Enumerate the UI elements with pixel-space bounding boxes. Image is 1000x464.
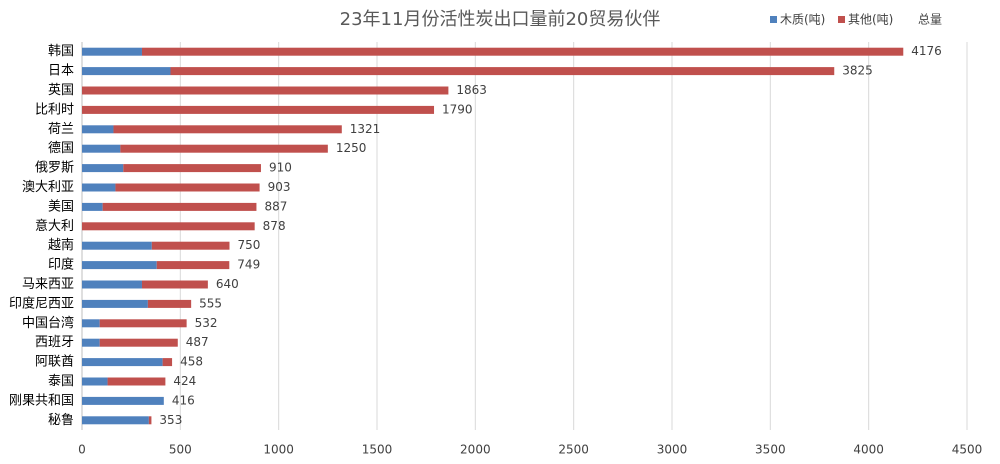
bar-segment bbox=[102, 202, 257, 211]
total-label: 910 bbox=[269, 161, 292, 175]
x-tick-label: 2500 bbox=[558, 443, 589, 457]
total-label: 750 bbox=[238, 238, 261, 252]
bar-segment bbox=[82, 202, 103, 211]
y-tick-label: 印度 bbox=[48, 257, 74, 273]
y-tick-label: 荷兰 bbox=[48, 122, 74, 137]
bar-segment bbox=[170, 67, 835, 76]
x-tick-label: 4500 bbox=[952, 443, 983, 457]
bar-segment bbox=[148, 416, 152, 425]
x-tick-label: 3500 bbox=[755, 443, 786, 457]
chart-title: 23年11月份活性炭出口量前20贸易伙伴 bbox=[340, 9, 661, 30]
bar-segment bbox=[162, 358, 173, 367]
total-label: 3825 bbox=[842, 64, 873, 78]
x-tick-label: 3000 bbox=[657, 443, 688, 457]
y-tick-label: 比利时 bbox=[35, 102, 74, 117]
bar-segment bbox=[99, 319, 187, 328]
bar-segment bbox=[82, 358, 163, 367]
bar-segment bbox=[141, 280, 208, 289]
bar-segment bbox=[120, 144, 328, 153]
y-tick-label: 德国 bbox=[48, 141, 74, 156]
bar-segment bbox=[82, 125, 114, 134]
bar-segment bbox=[141, 47, 904, 56]
bar-segment bbox=[99, 338, 178, 347]
bar-segment bbox=[82, 241, 152, 250]
legend-label: 总量 bbox=[918, 13, 942, 27]
total-label: 749 bbox=[237, 258, 260, 272]
total-label: 487 bbox=[186, 335, 209, 349]
bar-segment bbox=[147, 299, 192, 308]
bar-segment bbox=[123, 164, 261, 173]
bar-segment bbox=[82, 299, 148, 308]
x-tick-label: 1500 bbox=[362, 443, 393, 457]
y-tick-label: 马来西亚 bbox=[22, 277, 74, 292]
total-label: 887 bbox=[264, 199, 287, 213]
total-label: 532 bbox=[195, 316, 218, 330]
y-tick-label: 越南 bbox=[48, 237, 74, 253]
y-tick-label: 西班牙 bbox=[35, 335, 74, 350]
bar-segment bbox=[82, 47, 142, 56]
total-label: 1321 bbox=[350, 122, 381, 136]
total-label: 878 bbox=[263, 219, 286, 233]
bar-segment bbox=[82, 396, 164, 405]
y-tick-label: 英国 bbox=[48, 83, 74, 98]
total-label: 555 bbox=[199, 296, 222, 310]
bar-segment bbox=[151, 241, 230, 250]
y-tick-label: 阿联酋 bbox=[35, 354, 74, 370]
y-tick-label: 日本 bbox=[48, 64, 74, 79]
total-label: 4176 bbox=[911, 44, 942, 58]
y-tick-label: 韩国 bbox=[48, 44, 74, 59]
bar-segment bbox=[82, 67, 171, 76]
bar-segment bbox=[82, 222, 255, 231]
legend-label: 木质(吨) bbox=[780, 13, 825, 27]
x-tick-label: 0 bbox=[78, 443, 86, 457]
y-tick-label: 中国台湾 bbox=[22, 315, 74, 331]
total-label: 1250 bbox=[336, 141, 367, 155]
bar-segment bbox=[82, 86, 449, 95]
bar-segment bbox=[82, 105, 435, 114]
total-label: 458 bbox=[180, 355, 203, 369]
x-tick-label: 4000 bbox=[853, 443, 884, 457]
y-tick-label: 俄罗斯 bbox=[35, 161, 74, 176]
bar-segment bbox=[82, 338, 100, 347]
total-label: 1863 bbox=[456, 83, 487, 97]
y-tick-label: 意大利 bbox=[35, 218, 74, 234]
legend-label: 其他(吨) bbox=[848, 13, 893, 27]
total-label: 903 bbox=[268, 180, 291, 194]
y-tick-label: 印度尼西亚 bbox=[9, 295, 74, 311]
bar-segment bbox=[107, 377, 166, 386]
bar-segment bbox=[82, 416, 149, 425]
bar-segment bbox=[82, 261, 157, 270]
bar-segment bbox=[82, 144, 121, 153]
x-tick-label: 1000 bbox=[263, 443, 294, 457]
total-label: 1790 bbox=[442, 102, 473, 116]
bar-segment bbox=[156, 261, 230, 270]
bar-segment bbox=[82, 280, 142, 289]
bar-segment bbox=[82, 377, 108, 386]
x-tick-label: 2000 bbox=[460, 443, 491, 457]
y-tick-label: 泰国 bbox=[48, 374, 74, 389]
bar-segment bbox=[82, 164, 124, 173]
y-tick-label: 刚果共和国 bbox=[9, 393, 74, 408]
y-tick-label: 美国 bbox=[48, 199, 74, 214]
total-label: 424 bbox=[173, 374, 196, 388]
legend-swatch bbox=[838, 16, 845, 23]
bar-segment bbox=[82, 319, 100, 328]
total-label: 416 bbox=[172, 393, 195, 407]
total-label: 353 bbox=[159, 413, 182, 427]
legend-swatch bbox=[770, 16, 777, 23]
y-tick-label: 秘鲁 bbox=[48, 413, 74, 428]
bar-segment bbox=[113, 125, 342, 134]
bar-segment bbox=[82, 183, 116, 192]
bar-segment bbox=[115, 183, 260, 192]
total-label: 640 bbox=[216, 277, 239, 291]
x-tick-label: 500 bbox=[169, 443, 192, 457]
y-tick-label: 澳大利亚 bbox=[22, 179, 74, 195]
